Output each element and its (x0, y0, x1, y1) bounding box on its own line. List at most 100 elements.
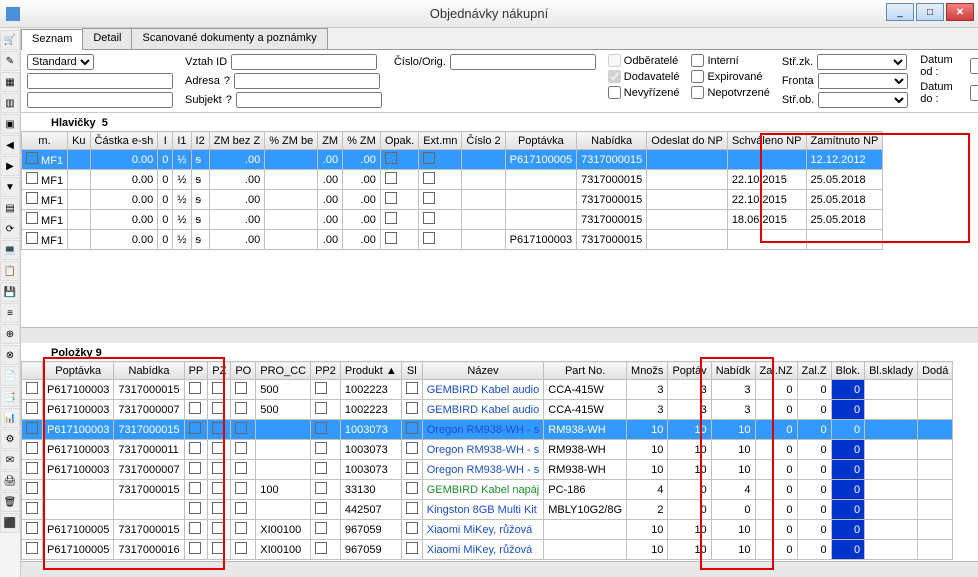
toolbar-btn-14[interactable]: ≡ (0, 303, 20, 323)
subjekt-help-icon[interactable]: ? (226, 94, 232, 106)
toolbar-btn-13[interactable]: 💾 (0, 282, 20, 302)
hlavicky-header[interactable]: Zamítnuto NP (806, 132, 883, 150)
hlavicky-header[interactable]: Nabídka (577, 132, 647, 150)
hlavicky-header[interactable]: Schváleno NP (727, 132, 806, 150)
toolbar-btn-4[interactable]: ▥ (0, 93, 20, 113)
polozky-header[interactable]: Poptávka (43, 362, 114, 380)
polozky-scrollbar[interactable] (21, 561, 978, 577)
polozky-header[interactable]: Blok. (831, 362, 864, 380)
toolbar-btn-15[interactable]: ⊕ (0, 324, 20, 344)
toolbar-btn-12[interactable]: 📋 (0, 261, 20, 281)
fronta-select[interactable] (818, 73, 908, 89)
hlavicky-header[interactable]: ZM (318, 132, 343, 150)
vztah-input[interactable] (231, 54, 377, 70)
polozky-header[interactable]: Zal.Z (797, 362, 831, 380)
polozky-row[interactable]: P6171000057317000015XI00100967059Xiaomi … (22, 520, 953, 540)
toolbar-btn-20[interactable]: ⚙ (0, 429, 20, 449)
chk-nepotvrzene[interactable] (691, 86, 704, 99)
hlavicky-header[interactable]: ZM bez Z (209, 132, 264, 150)
toolbar-btn-11[interactable]: 💻 (0, 240, 20, 260)
datum-do-select[interactable] (970, 85, 978, 101)
polozky-header[interactable]: Produkt ▲ (340, 362, 401, 380)
polozky-row[interactable]: P61710000373170000111003073Oregon RM938-… (22, 440, 953, 460)
toolbar-btn-7[interactable]: ▶ (0, 156, 20, 176)
chk-expirovane[interactable] (691, 70, 704, 83)
chk-odberatele[interactable] (608, 54, 621, 67)
toolbar-btn-17[interactable]: 📄 (0, 366, 20, 386)
filter-combo-2[interactable] (27, 73, 173, 89)
polozky-header[interactable]: Nabídka (114, 362, 184, 380)
polozky-header[interactable]: Název (422, 362, 544, 380)
hlavicky-grid[interactable]: m.KuČástka e-shII1I2ZM bez Z% ZM beZM% Z… (21, 131, 978, 327)
hlavicky-header[interactable]: Ku (68, 132, 90, 150)
polozky-row[interactable]: P61710000373170000071003073Oregon RM938-… (22, 460, 953, 480)
chk-nevyrizene[interactable] (608, 86, 621, 99)
hlavicky-row[interactable]: MF10.000½ᵴ.00.00.00731700001522.10.20152… (22, 190, 883, 210)
hlavicky-header[interactable]: Číslo 2 (462, 132, 505, 150)
polozky-header[interactable]: Bl.sklady (865, 362, 918, 380)
polozky-header[interactable]: Nabídk (711, 362, 755, 380)
hlavicky-header[interactable]: Opak. (380, 132, 418, 150)
polozky-header[interactable]: Part No. (544, 362, 627, 380)
hlavicky-header[interactable]: I (158, 132, 173, 150)
polozky-header[interactable]: Zal.NZ (755, 362, 797, 380)
chk-interni[interactable] (691, 54, 704, 67)
hlavicky-row[interactable]: MF10.000½ᵴ.00.00.00731700001522.10.20152… (22, 170, 883, 190)
toolbar-btn-10[interactable]: ⟳ (0, 219, 20, 239)
hlavicky-row[interactable]: MF10.000½ᵴ.00.00.00P6171000037317000015 (22, 230, 883, 250)
subjekt-input[interactable] (236, 92, 382, 108)
tab-seznam[interactable]: Seznam (21, 29, 83, 50)
polozky-header[interactable]: Množs (627, 362, 668, 380)
polozky-header[interactable]: PP (184, 362, 208, 380)
datum-od-select[interactable] (970, 58, 978, 74)
cislo-input[interactable] (450, 54, 596, 70)
polozky-row[interactable]: P6171000057317000016XI00100967059Xiaomi … (22, 540, 953, 560)
polozky-row[interactable]: P61710000373170000155001002223GEMBIRD Ka… (22, 380, 953, 400)
polozky-row[interactable]: 731700001510033130GEMBIRD Kabel napájPC-… (22, 480, 953, 500)
hlavicky-header[interactable]: I2 (191, 132, 209, 150)
strob-select[interactable] (818, 92, 908, 108)
hlavicky-scrollbar[interactable] (21, 327, 978, 343)
polozky-row[interactable]: P61710000373170000151003073Oregon RM938-… (22, 420, 953, 440)
hlavicky-row[interactable]: MF10.000½ᵴ.00.00.00P61710000573170000151… (22, 150, 883, 170)
toolbar-btn-3[interactable]: ▦ (0, 72, 20, 92)
toolbar-btn-21[interactable]: ✉ (0, 450, 20, 470)
hlavicky-header[interactable]: % ZM (343, 132, 381, 150)
hlavicky-header[interactable]: Ext.mn (419, 132, 462, 150)
toolbar-btn-23[interactable]: 🗑 (0, 492, 20, 512)
hlavicky-row[interactable]: MF10.000½ᵴ.00.00.00731700001518.06.20152… (22, 210, 883, 230)
toolbar-btn-1[interactable]: 🛒 (0, 30, 20, 50)
toolbar-btn-5[interactable]: ▣ (0, 114, 20, 134)
polozky-header[interactable]: PO (231, 362, 256, 380)
tab-detail[interactable]: Detail (82, 28, 132, 49)
polozky-header[interactable]: PP2 (311, 362, 341, 380)
polozky-header[interactable]: Dodá (918, 362, 953, 380)
tab-scanovane[interactable]: Scanované dokumenty a poznámky (131, 28, 327, 49)
strzk-select[interactable] (817, 54, 907, 70)
polozky-header[interactable]: Sl (401, 362, 422, 380)
hlavicky-header[interactable]: Poptávka (505, 132, 576, 150)
toolbar-btn-18[interactable]: 📑 (0, 387, 20, 407)
polozky-header[interactable]: PRO_CC (256, 362, 311, 380)
close-button[interactable]: ✕ (946, 3, 974, 21)
hlavicky-header[interactable]: % ZM be (265, 132, 318, 150)
polozky-grid[interactable]: PoptávkaNabídkaPPPZPOPRO_CCPP2Produkt ▲S… (21, 361, 978, 561)
toolbar-btn-6[interactable]: ◀ (0, 135, 20, 155)
hlavicky-header[interactable]: Odeslat do NP (647, 132, 728, 150)
filter-combo-3[interactable] (27, 92, 173, 108)
toolbar-btn-16[interactable]: ⊗ (0, 345, 20, 365)
toolbar-btn-2[interactable]: ✎ (0, 51, 20, 71)
chk-dodavatele[interactable] (608, 70, 621, 83)
toolbar-btn-9[interactable]: ▤ (0, 198, 20, 218)
toolbar-btn-24[interactable]: ⬛ (0, 513, 20, 533)
adresa-input[interactable] (234, 73, 380, 89)
polozky-row[interactable]: P61710000373170000075001002223GEMBIRD Ka… (22, 400, 953, 420)
polozky-header[interactable]: PZ (208, 362, 231, 380)
adresa-help-icon[interactable]: ? (224, 75, 230, 87)
minimize-button[interactable]: _ (886, 3, 914, 21)
polozky-row[interactable]: 442507Kingston 8GB Multi KitMBLY10G2/8G2… (22, 500, 953, 520)
toolbar-btn-22[interactable]: 🖨 (0, 471, 20, 491)
polozky-header[interactable] (22, 362, 43, 380)
hlavicky-header[interactable]: Částka e-sh (90, 132, 158, 150)
maximize-button[interactable]: □ (916, 3, 944, 21)
